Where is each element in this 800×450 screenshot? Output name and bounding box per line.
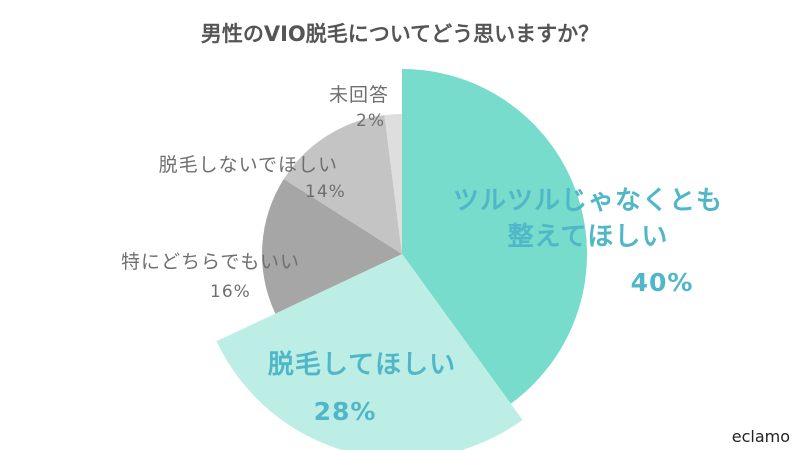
brand-logo-text: eclamo (732, 427, 790, 446)
pie-slice-2 (216, 254, 523, 450)
slice-label-1-line-1: ツルツルじゃなくとも (453, 186, 723, 216)
slice-value-4: 14% (305, 182, 346, 202)
slice-value-5: 2% (356, 111, 385, 131)
slice-value-2: 28% (314, 397, 377, 426)
slice-value-3: 16% (210, 282, 251, 302)
slice-label-4-line-1: 脱毛しないでほしい (159, 154, 338, 176)
slice-label-3-line-1: 特にどちらでもいい (121, 251, 300, 273)
pie-slice-3 (262, 178, 402, 314)
pie-slice-1 (402, 69, 587, 404)
slice-label-5-line-1: 未回答 (329, 84, 389, 106)
slice-value-1: 40% (631, 268, 694, 297)
pie-slice-5 (384, 114, 402, 254)
pie-slices (216, 69, 587, 450)
chart-title: 男性のVIO脱毛についてどう思いますか？ (201, 22, 599, 46)
slice-label-1-line-2: 整えてほしい (508, 221, 669, 252)
slice-label-2-line-1: 脱毛してほしい (268, 350, 456, 380)
pie-slice-4 (283, 115, 402, 254)
